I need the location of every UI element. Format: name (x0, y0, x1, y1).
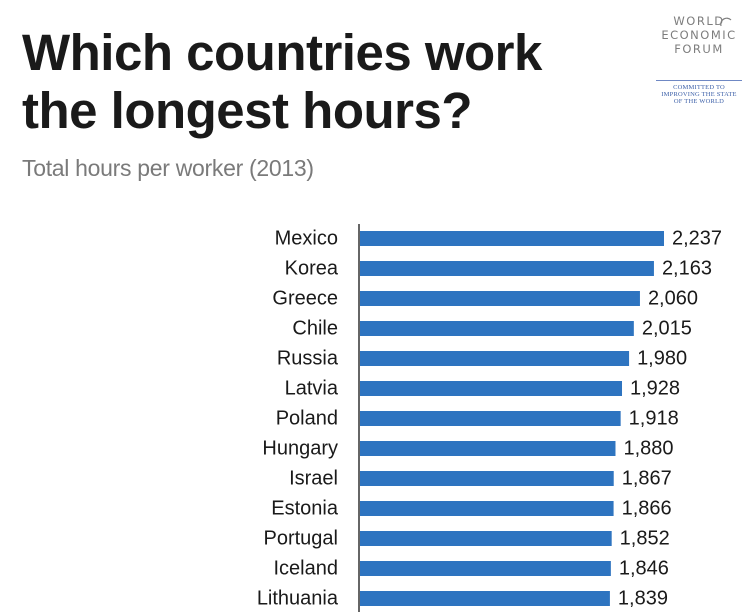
bar-israel (360, 471, 614, 486)
chart-title: Which countries work the longest hours? (22, 24, 542, 139)
data-label: 1,867 (622, 468, 672, 490)
bar-mexico (360, 231, 664, 246)
logo-tagline-line: OF THE WORLD (673, 98, 725, 105)
data-label: 2,015 (642, 318, 692, 340)
category-label: Greece (272, 288, 338, 310)
category-label: Estonia (271, 498, 339, 520)
bar-russia (360, 351, 630, 366)
data-label: 1,880 (623, 438, 673, 460)
bar-greece (360, 291, 640, 306)
logo-line-forum: FORUM (674, 42, 724, 56)
bar-hungary (360, 441, 616, 456)
category-label: Korea (285, 258, 339, 280)
data-label: 1,918 (629, 408, 679, 430)
logo-tagline-line: IMPROVING THE STATE (661, 91, 737, 98)
logo-tagline-line: COMMITTED TO (673, 84, 725, 91)
category-label: Hungary (262, 438, 338, 460)
logo-divider (656, 80, 742, 81)
data-label: 1,846 (619, 558, 669, 580)
bar-estonia (360, 501, 614, 516)
bar-portugal (360, 531, 612, 546)
data-label: 2,237 (672, 228, 722, 250)
category-label: Chile (292, 318, 338, 340)
bar-poland (360, 411, 621, 426)
data-label: 1,866 (622, 498, 672, 520)
data-label: 1,928 (630, 378, 680, 400)
data-label: 1,980 (637, 348, 687, 370)
bar-lithuania (360, 591, 610, 606)
logo-wordmark: WORLD ECONOMIC FORUM (654, 14, 744, 56)
category-label: Poland (276, 408, 338, 430)
globe-arc-icon (720, 17, 732, 27)
category-label: Portugal (264, 528, 339, 550)
data-label: 1,852 (620, 528, 670, 550)
logo-line-economic: ECONOMIC (661, 28, 737, 42)
bar-korea (360, 261, 654, 276)
category-label: Lithuania (257, 588, 339, 610)
category-label: Latvia (285, 378, 339, 400)
data-label: 2,163 (662, 258, 712, 280)
category-label: Russia (277, 348, 339, 370)
data-label: 1,839 (618, 588, 668, 610)
category-label: Israel (289, 468, 338, 490)
bar-iceland (360, 561, 611, 576)
chart-subtitle: Total hours per worker (2013) (22, 155, 314, 181)
category-label: Iceland (274, 558, 339, 580)
wef-logo[interactable]: WORLD ECONOMIC FORUM COMMITTED TO IMPROV… (654, 14, 744, 105)
bar-chile (360, 321, 634, 336)
data-label: 2,060 (648, 288, 698, 310)
bar-latvia (360, 381, 623, 396)
logo-line-world: WORLD (673, 14, 725, 28)
category-label: Mexico (275, 228, 338, 250)
logo-tagline: COMMITTED TO IMPROVING THE STATE OF THE … (654, 84, 744, 105)
